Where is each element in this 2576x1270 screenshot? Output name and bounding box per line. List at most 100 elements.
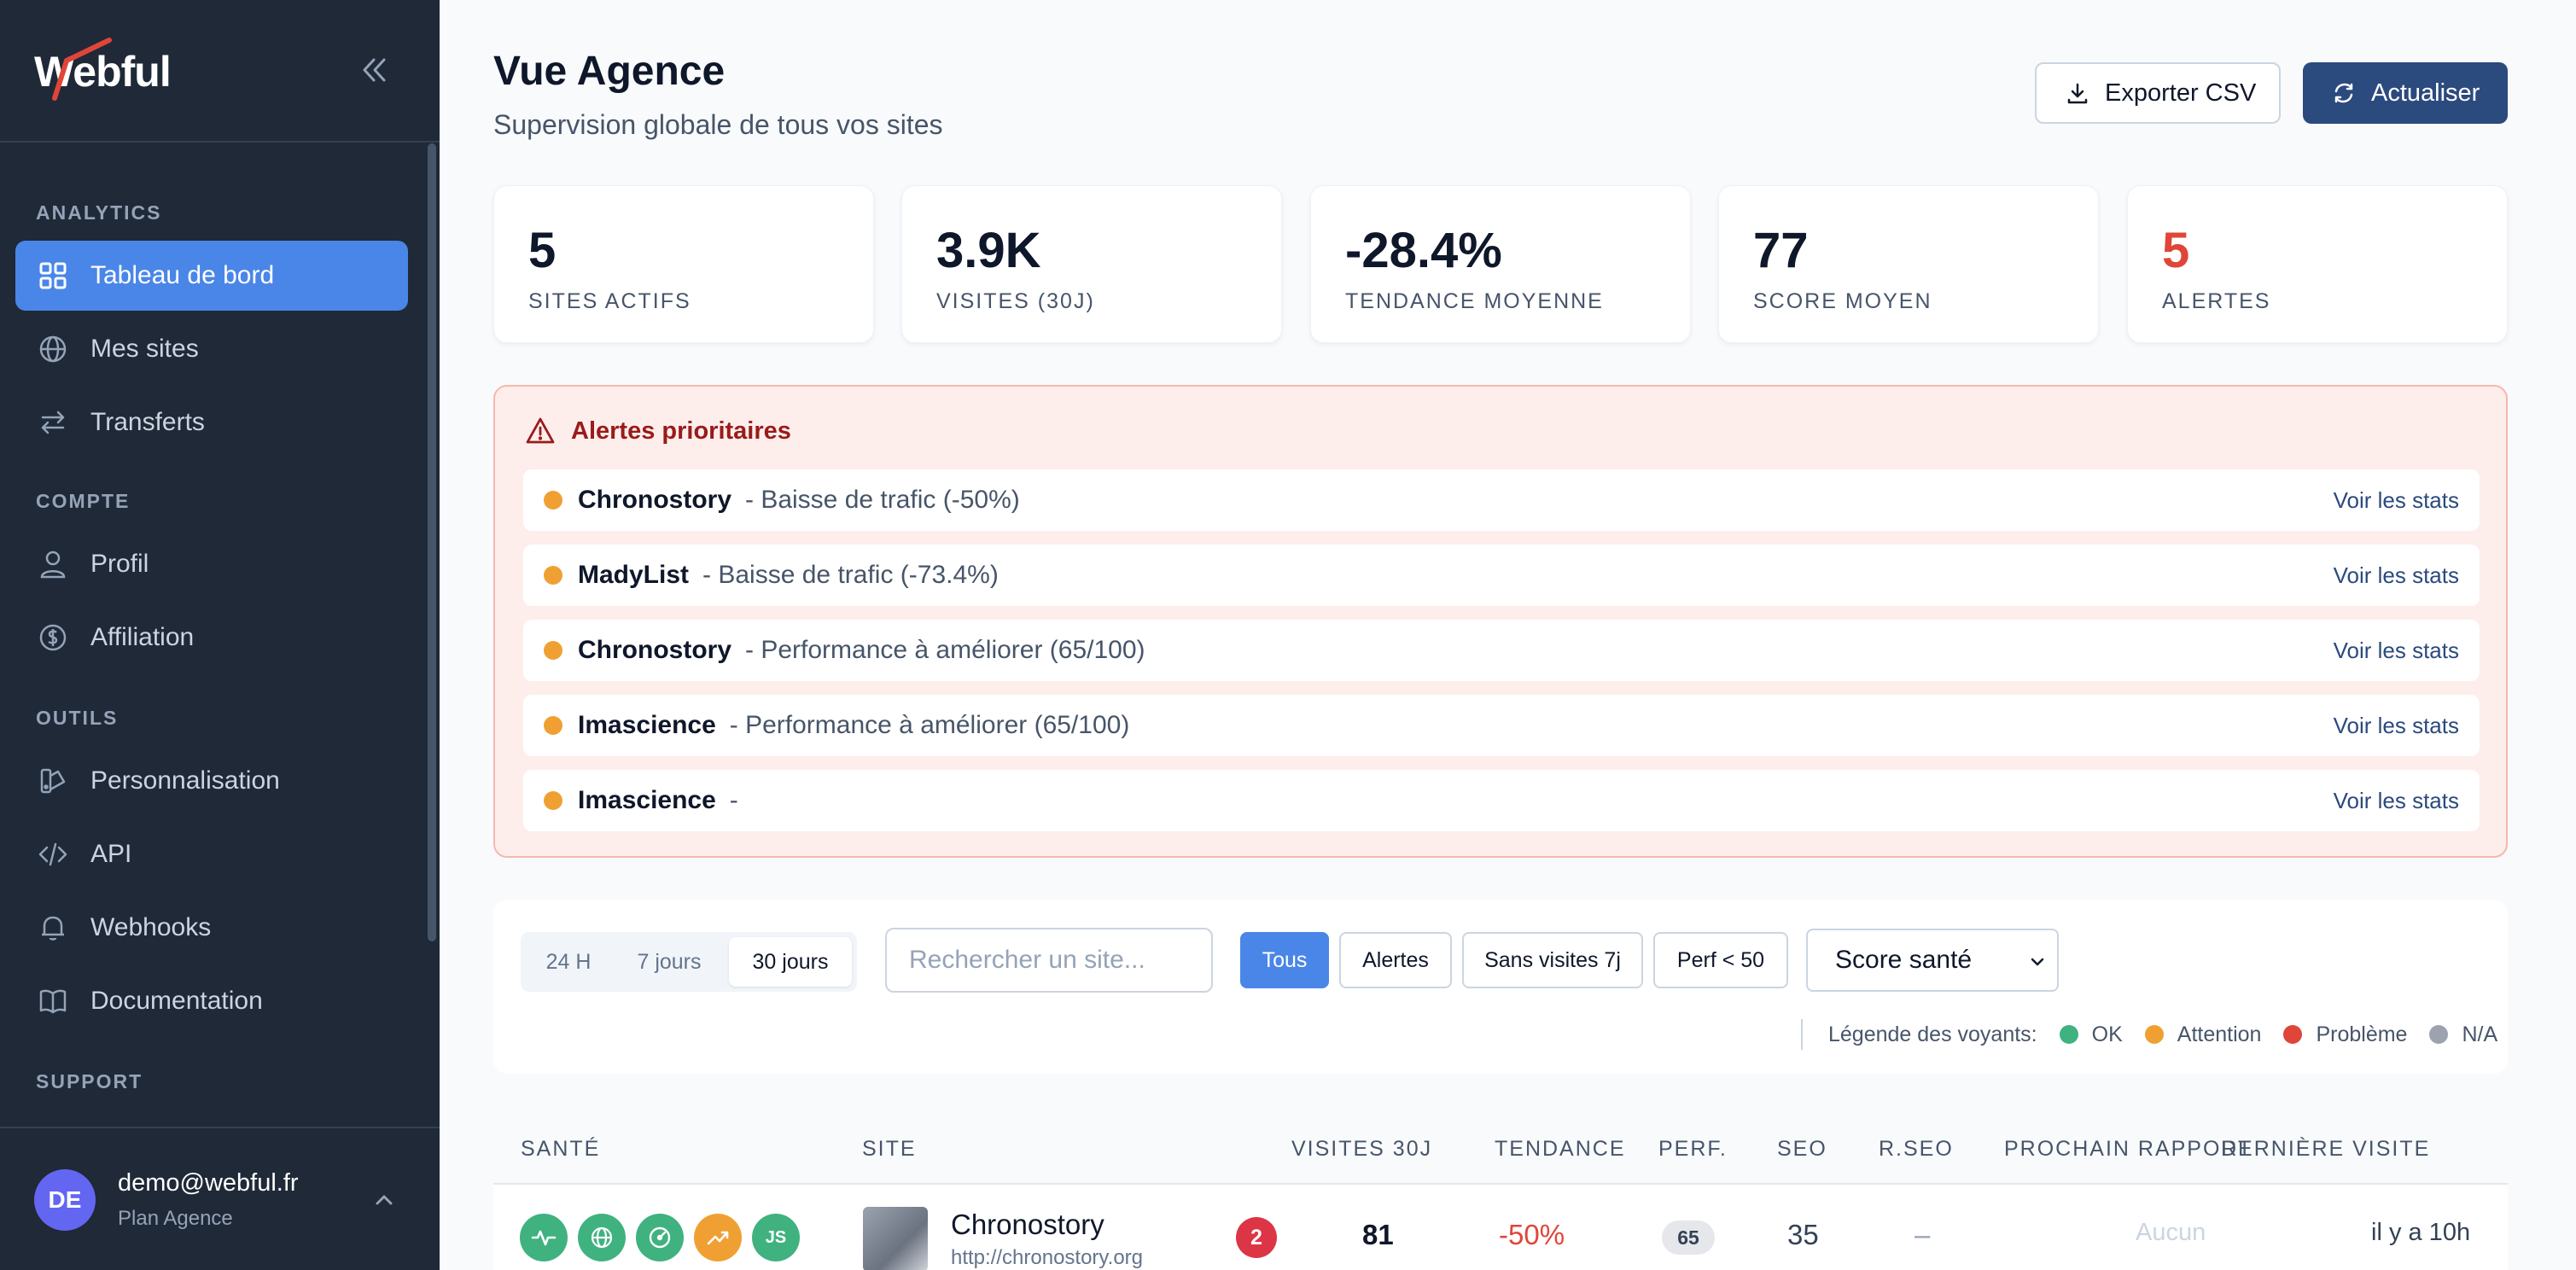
site-thumbnail	[863, 1207, 928, 1270]
alert-message: - Performance à améliorer (65/100)	[729, 711, 1130, 739]
legend-na-dot	[2429, 1025, 2449, 1044]
export-csv-button[interactable]: Exporter CSV	[2035, 62, 2281, 124]
legend-warning-dot	[2144, 1025, 2164, 1044]
alert-count-badge: 2	[1236, 1217, 1277, 1258]
sidebar-item-customization[interactable]: Personnalisation	[15, 746, 408, 816]
js-icon: JS	[752, 1214, 800, 1261]
stat-label: SITES ACTIFS	[528, 289, 691, 313]
stat-label: SCORE MOYEN	[1753, 289, 1932, 313]
sidebar: Webful ANALYTICS Tableau de bord Mes sit…	[0, 0, 440, 1270]
stat-label: VISITES (30J)	[936, 289, 1095, 313]
logo[interactable]: Webful	[34, 38, 172, 101]
col-rseo[interactable]: R.SEO	[1879, 1137, 1954, 1161]
collapse-sidebar-icon[interactable]	[357, 53, 391, 87]
sidebar-item-affiliation[interactable]: Affiliation	[15, 603, 408, 673]
legend-problem-label: Problème	[2316, 1022, 2408, 1046]
sidebar-item-documentation[interactable]: Documentation	[15, 966, 408, 1036]
user-plan: Plan Agence	[118, 1207, 233, 1230]
legend-ok-label: OK	[2091, 1022, 2123, 1046]
sidebar-item-webhooks[interactable]: Webhooks	[15, 893, 408, 963]
view-stats-link[interactable]: Voir les stats	[2333, 712, 2459, 738]
filter-chip-perf[interactable]: Perf < 50	[1653, 932, 1788, 988]
view-stats-link[interactable]: Voir les stats	[2333, 787, 2459, 813]
sidebar-header: Webful	[0, 0, 440, 143]
trend-up-icon	[694, 1214, 742, 1261]
book-icon	[39, 989, 67, 1014]
sidebar-item-label: Profil	[90, 550, 149, 578]
stat-value: 5	[2162, 223, 2190, 278]
alert-item: Chronostory - Performance à améliorer (6…	[523, 620, 2480, 681]
table-header: SANTÉ SITE VISITES 30J TENDANCE PERF. SE…	[493, 1116, 2508, 1185]
sidebar-item-api[interactable]: API	[15, 819, 408, 889]
filters-panel: 24 H 7 jours 30 jours Rechercher un site…	[493, 900, 2508, 1074]
view-stats-link[interactable]: Voir les stats	[2333, 637, 2459, 663]
search-input[interactable]: Rechercher un site...	[885, 928, 1213, 993]
sidebar-item-label: Transferts	[90, 408, 205, 436]
perf-value: 65	[1662, 1220, 1715, 1255]
gauge-icon	[636, 1214, 684, 1261]
globe-icon	[578, 1214, 626, 1261]
stat-card-trend: -28.4% TENDANCE MOYENNE	[1310, 185, 1691, 343]
stat-card-visits: 3.9K VISITES (30J)	[901, 185, 1282, 343]
period-30d[interactable]: 30 jours	[729, 937, 852, 987]
user-menu[interactable]: DE demo@webful.fr Plan Agence	[0, 1127, 440, 1270]
section-compte: COMPTE	[36, 490, 131, 512]
main-content: Vue Agence Supervision globale de tous v…	[440, 0, 2576, 1270]
col-next-report[interactable]: PROCHAIN RAPPORT	[2004, 1137, 2253, 1161]
dollar-icon	[39, 624, 67, 651]
code-icon	[38, 842, 67, 866]
chevron-up-icon[interactable]	[372, 1188, 396, 1212]
col-health[interactable]: SANTÉ	[521, 1137, 601, 1161]
alerts-title-text: Alertes prioritaires	[571, 417, 791, 445]
sidebar-item-transfers[interactable]: Transferts	[15, 387, 408, 457]
site-name[interactable]: Chronostory	[951, 1209, 1104, 1240]
period-selector: 24 H 7 jours 30 jours	[521, 932, 857, 992]
section-analytics: ANALYTICS	[36, 201, 162, 224]
priority-alerts-panel: Alertes prioritaires Chronostory - Baiss…	[493, 385, 2508, 858]
sites-table: SANTÉ SITE VISITES 30J TENDANCE PERF. SE…	[493, 1116, 2508, 1270]
col-visits[interactable]: VISITES 30J	[1291, 1137, 1433, 1161]
col-perf[interactable]: PERF.	[1658, 1137, 1728, 1161]
trend-value: -50%	[1499, 1219, 1565, 1250]
alert-site: Imascience	[578, 786, 716, 814]
sort-select[interactable]: Score santé	[1806, 929, 2059, 992]
alert-message: - Baisse de trafic (-50%)	[745, 486, 1020, 514]
col-seo[interactable]: SEO	[1777, 1137, 1827, 1161]
last-visit-value: il y a 10h	[2371, 1219, 2471, 1246]
filter-chip-no-visits[interactable]: Sans visites 7j	[1462, 932, 1643, 988]
sidebar-item-label: Personnalisation	[90, 766, 280, 795]
status-legend: Légende des voyants: OK Attention Problè…	[1801, 1017, 2497, 1052]
sidebar-item-sites[interactable]: Mes sites	[15, 314, 408, 384]
sidebar-item-label: Mes sites	[90, 335, 199, 363]
sidebar-scrollbar[interactable]	[428, 143, 436, 941]
view-stats-link[interactable]: Voir les stats	[2333, 562, 2459, 588]
user-email: demo@webful.fr	[118, 1169, 299, 1197]
grid-icon	[39, 262, 67, 289]
sidebar-item-label: Documentation	[90, 987, 263, 1015]
alert-site: Chronostory	[578, 636, 731, 664]
sidebar-item-label: Webhooks	[90, 913, 212, 941]
period-24h[interactable]: 24 H	[545, 949, 592, 974]
sidebar-item-profile[interactable]: Profil	[15, 529, 408, 599]
alert-item: MadyList - Baisse de trafic (-73.4%) Voi…	[523, 545, 2480, 606]
seo-value: 35	[1787, 1219, 1819, 1250]
filter-chip-alerts[interactable]: Alertes	[1339, 932, 1452, 988]
logo-mark-icon	[52, 38, 112, 101]
col-last-visit[interactable]: DERNIÈRE VISITE	[2221, 1137, 2431, 1161]
visits-value: 81	[1362, 1219, 1394, 1250]
refresh-label: Actualiser	[2371, 79, 2480, 107]
stat-value: 77	[1753, 223, 1809, 278]
refresh-button[interactable]: Actualiser	[2303, 62, 2508, 124]
avatar: DE	[34, 1169, 96, 1231]
col-site[interactable]: SITE	[862, 1137, 917, 1161]
warning-dot	[544, 491, 562, 510]
view-stats-link[interactable]: Voir les stats	[2333, 486, 2459, 513]
col-trend[interactable]: TENDANCE	[1495, 1137, 1626, 1161]
filter-chip-all[interactable]: Tous	[1240, 932, 1329, 988]
warning-icon	[526, 417, 555, 444]
period-7d[interactable]: 7 jours	[637, 949, 702, 974]
stat-card-active-sites: 5 SITES ACTIFS	[493, 185, 874, 343]
site-url[interactable]: http://chronostory.org	[951, 1246, 1143, 1269]
bell-icon	[42, 916, 64, 941]
sidebar-item-dashboard[interactable]: Tableau de bord	[15, 241, 408, 311]
